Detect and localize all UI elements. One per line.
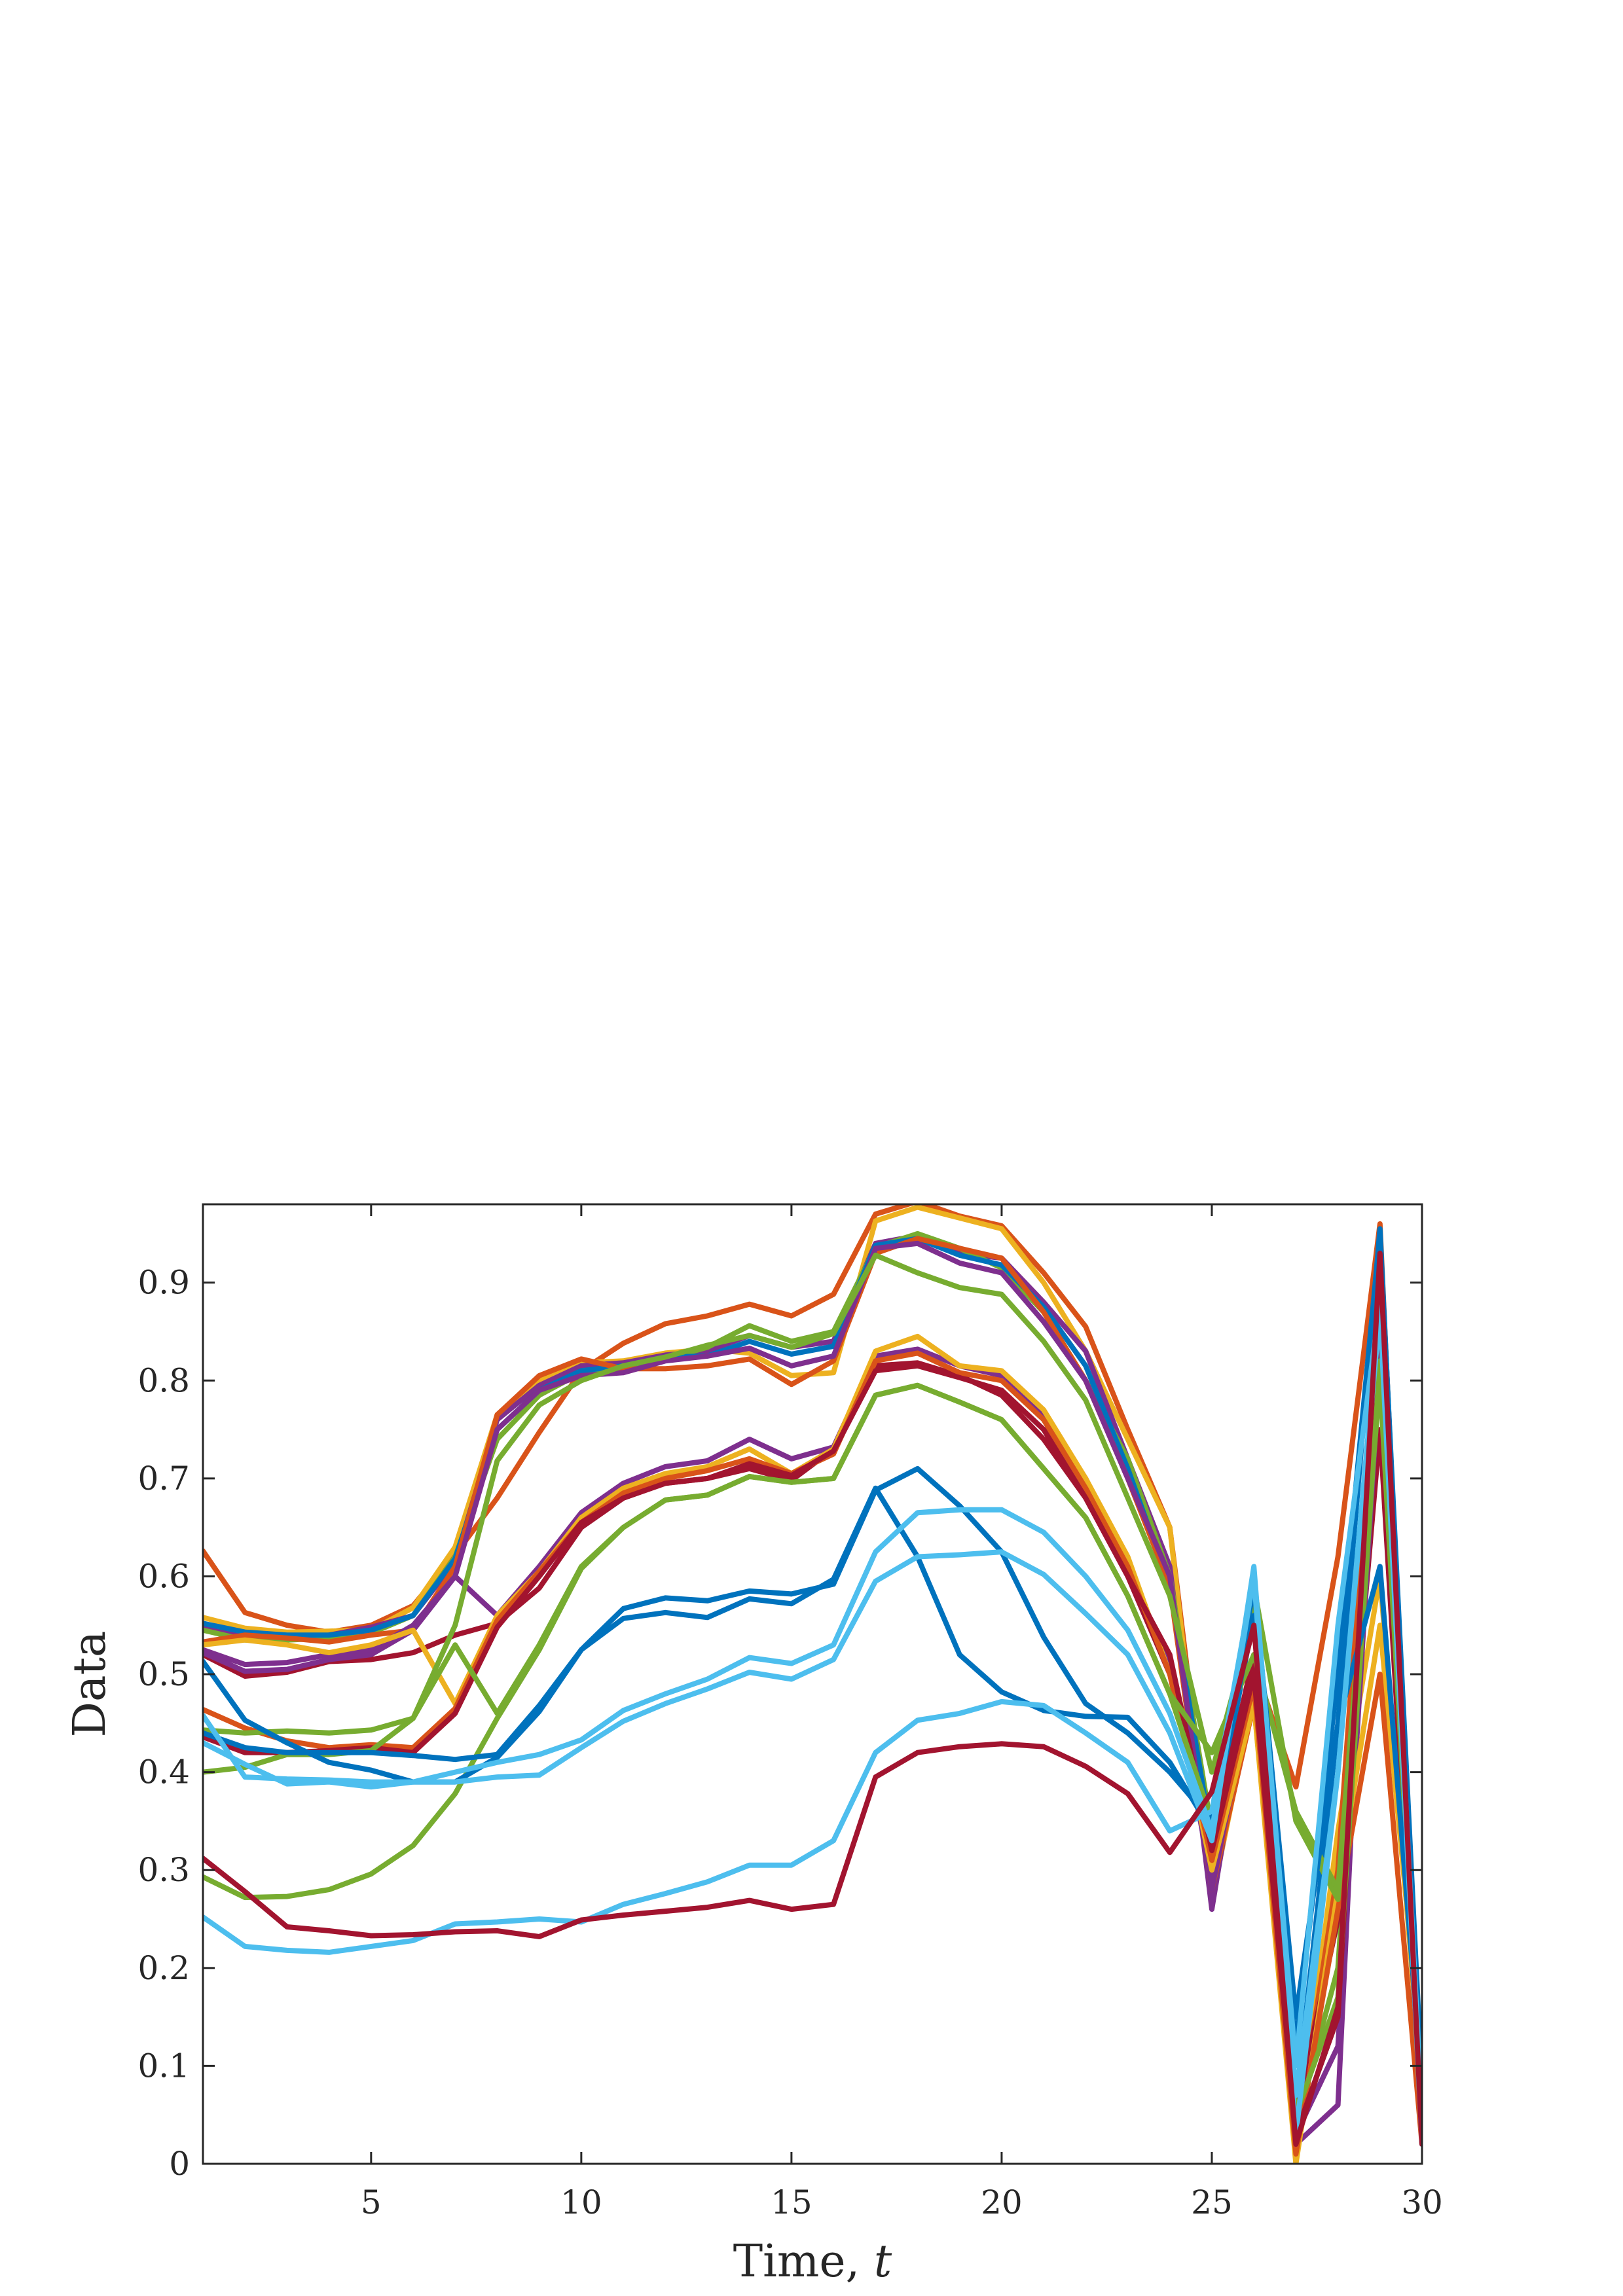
- x-tick-label: 10: [560, 2183, 602, 2221]
- x-tick-label: 15: [771, 2183, 812, 2221]
- axis-ticks: [203, 1204, 1423, 2165]
- y-tick-label: 0: [169, 2145, 190, 2183]
- y-tick-label: 0.2: [137, 1949, 190, 1987]
- y-tick-label: 0.5: [137, 1655, 190, 1693]
- series-line-21: [203, 1250, 1422, 2147]
- x-tick-label: 30: [1401, 2183, 1443, 2221]
- x-tick-label: 5: [361, 2183, 382, 2221]
- plot-area-frame: [202, 1203, 1423, 2165]
- y-tick-label: 0.1: [137, 2047, 190, 2085]
- series-line-19: [203, 1309, 1422, 2138]
- y-axis-label: Data: [64, 1631, 116, 1738]
- x-tick-label: 25: [1191, 2183, 1233, 2221]
- y-tick-label: 0.7: [137, 1460, 190, 1498]
- series-line-15: [203, 1378, 1422, 2118]
- y-tick-labels: 0 0.1 0.2 0.3 0.4 0.5 0.6 0.7 0.8 0.9: [137, 1264, 190, 2183]
- y-tick-label: 0.3: [137, 1851, 190, 1889]
- series-layer: [203, 1204, 1422, 2164]
- y-tick-label: 0.9: [137, 1264, 190, 1302]
- x-tick-label: 20: [981, 2183, 1023, 2221]
- series-line-14: [203, 1252, 1422, 2118]
- x-tick-labels: 5 10 15 20 25 30: [361, 2183, 1443, 2221]
- x-axis-label: Time, t: [733, 2236, 892, 2287]
- y-tick-label: 0.8: [137, 1361, 190, 1399]
- y-tick-label: 0.4: [137, 1753, 190, 1791]
- series-line-12: [203, 1299, 1422, 2138]
- y-tick-label: 0.6: [137, 1557, 190, 1595]
